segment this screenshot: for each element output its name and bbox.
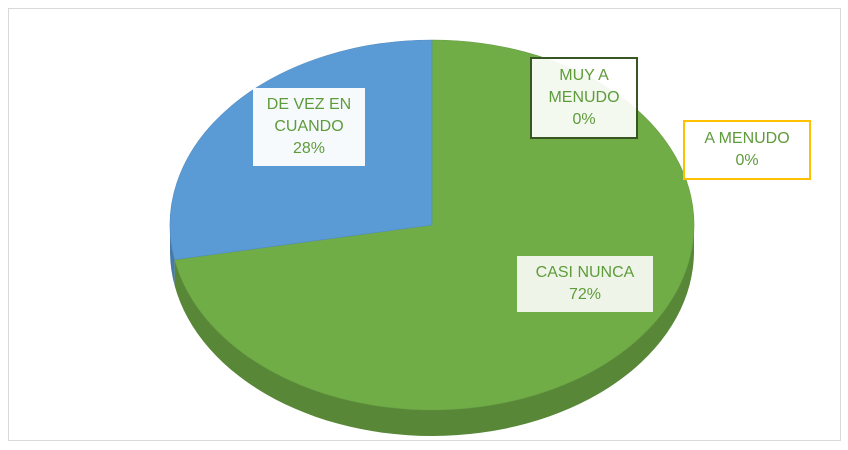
category-label: MUY A MENUDO [548,67,620,106]
category-label: DE VEZ EN CUANDO [266,96,352,135]
pie-side [170,225,175,286]
value-label: 0% [572,111,596,128]
value-label: 28% [292,140,326,157]
category-label: A MENUDO [704,130,790,147]
category-label: CASI NUNCA [535,264,635,281]
data-label: DE VEZ EN CUANDO 28% [253,88,365,166]
data-label: A MENUDO 0% [683,120,811,180]
pie-sides [170,225,694,436]
value-label: 0% [735,152,759,169]
value-label: 72% [568,286,602,303]
data-label: CASI NUNCA 72% [517,256,653,312]
data-label: MUY A MENUDO 0% [530,57,638,139]
